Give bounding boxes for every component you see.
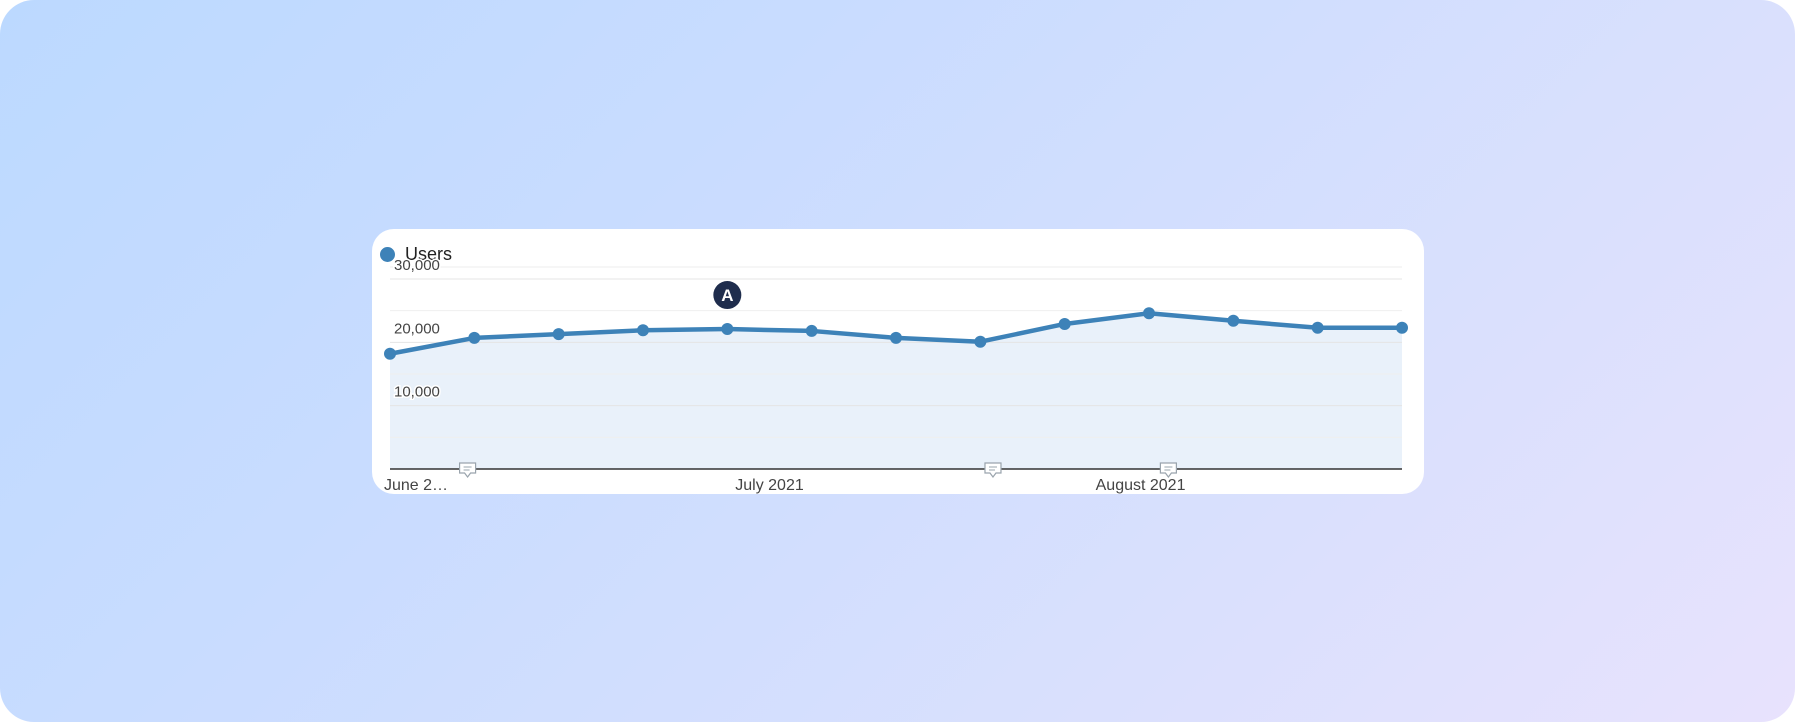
- data-point: [1396, 321, 1408, 334]
- comment-icon[interactable]: [458, 462, 477, 478]
- y-tick-label: 20,000: [394, 320, 440, 337]
- data-point: [468, 331, 481, 344]
- comment-icon[interactable]: [1159, 462, 1177, 478]
- comment-icon[interactable]: [984, 462, 1002, 478]
- data-point: [890, 331, 902, 344]
- data-point: [974, 335, 987, 348]
- legend[interactable]: Users: [380, 243, 452, 265]
- area-fill: [390, 313, 1402, 469]
- data-point: [637, 324, 649, 337]
- legend-label: Users: [405, 243, 453, 264]
- legend-swatch-icon: [380, 246, 395, 262]
- y-tick-label: 30,000: [394, 257, 440, 274]
- data-point: [805, 324, 818, 337]
- data-point: [1227, 314, 1240, 327]
- data-point: [721, 323, 734, 336]
- x-tick-label: June 2…: [384, 477, 448, 494]
- y-tick-label: 10,000: [394, 384, 440, 401]
- annotation-marker: [713, 281, 742, 310]
- data-point: [384, 347, 396, 360]
- data-point: [552, 328, 565, 341]
- data-point: [1058, 317, 1071, 330]
- chart-card: Users 30,000 20,000 10,000 June 2… July 2021…: [372, 229, 1424, 494]
- data-point: [1143, 307, 1155, 320]
- data-point: [1311, 321, 1324, 334]
- users-line-chart: 30,000 20,000 10,000 June 2… July 2021 August…: [384, 256, 1408, 494]
- x-tick-label: July 2021: [735, 477, 804, 494]
- annotation-marker-label: A: [721, 286, 733, 305]
- x-tick-label: August 2021: [1096, 477, 1186, 494]
